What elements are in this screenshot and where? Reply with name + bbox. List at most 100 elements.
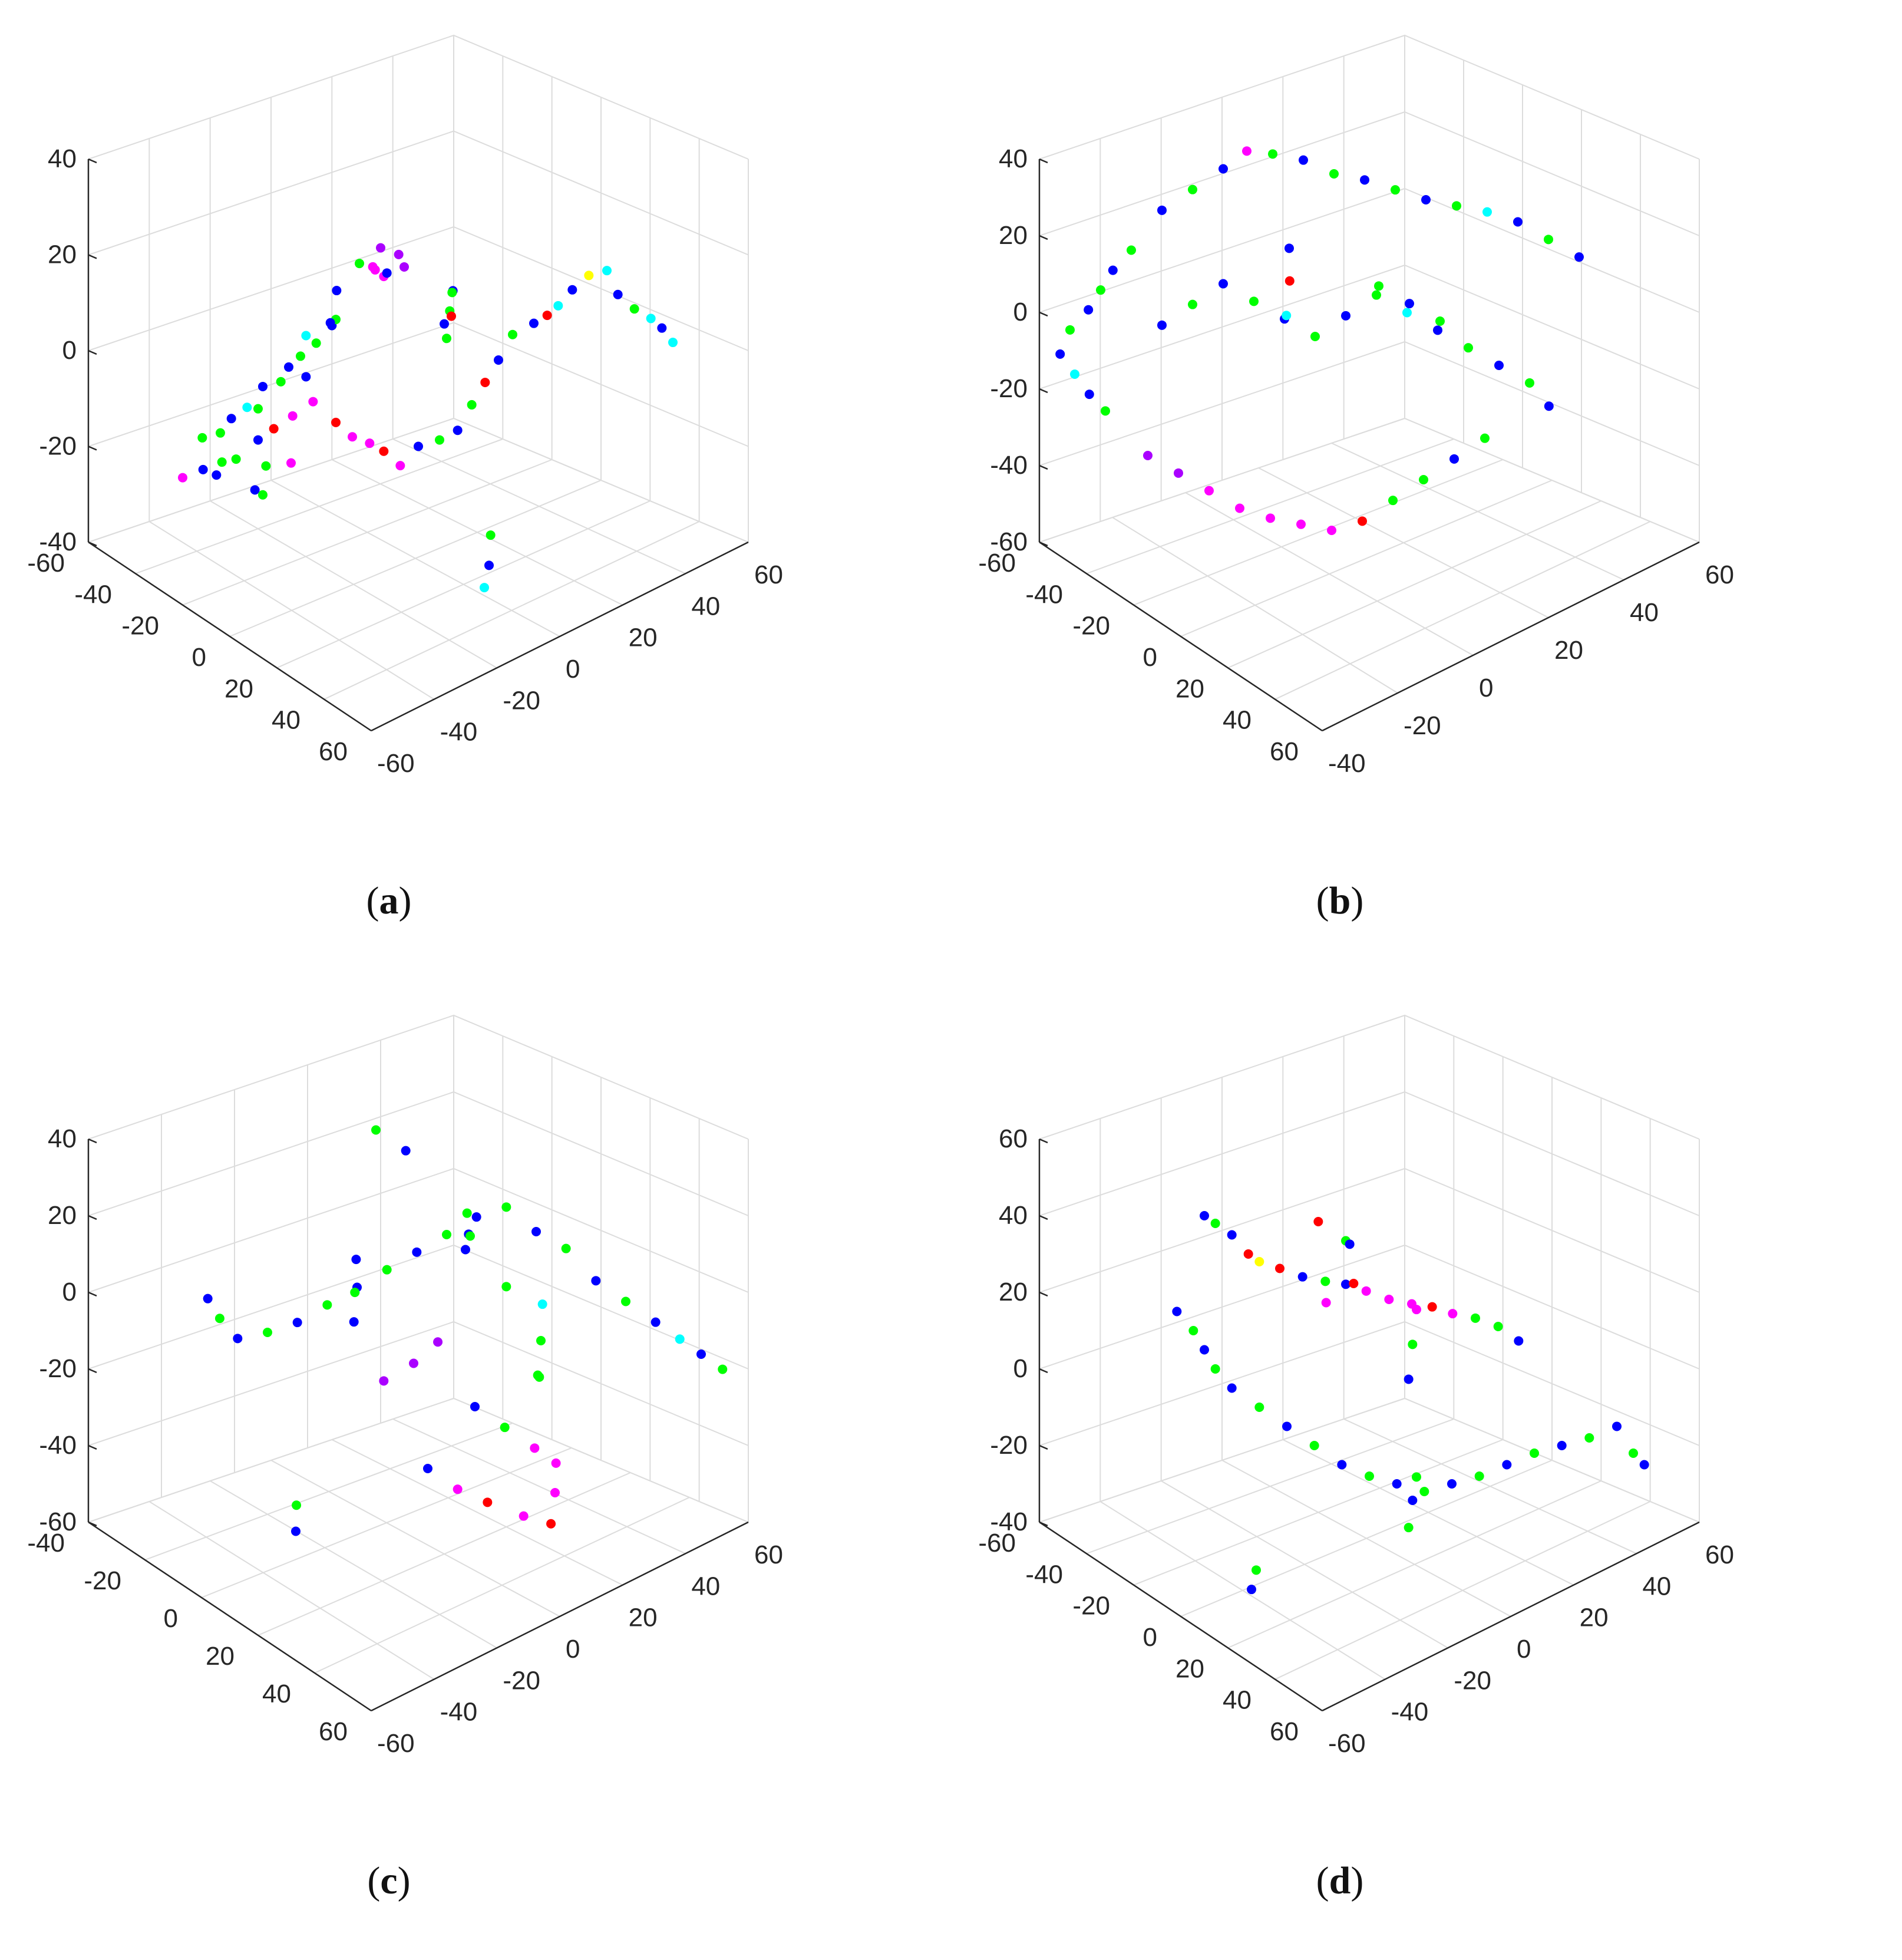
scatter-points bbox=[1055, 146, 1584, 535]
y-tick-label: 0 bbox=[192, 643, 206, 672]
y-tick-label: 60 bbox=[1270, 1717, 1299, 1746]
scatter-point bbox=[226, 414, 236, 424]
scatter-point bbox=[332, 286, 342, 296]
scatter-point bbox=[1227, 1230, 1237, 1240]
axis-lines bbox=[87, 158, 749, 732]
scatter-point bbox=[1284, 276, 1295, 286]
x-tick-label: 0 bbox=[1517, 1635, 1531, 1664]
scatter-point bbox=[553, 301, 563, 311]
scatter-point bbox=[178, 473, 187, 483]
scatter-point bbox=[1584, 1433, 1594, 1443]
scatter-point bbox=[613, 289, 623, 299]
z-tick-label: 0 bbox=[1013, 1354, 1028, 1383]
scatter-point bbox=[401, 1146, 411, 1156]
scatter-point bbox=[1447, 1479, 1457, 1489]
scatter-point bbox=[1392, 1479, 1402, 1489]
scatter-point bbox=[1544, 401, 1554, 411]
scatter-point bbox=[1494, 361, 1504, 370]
axis-lines bbox=[1038, 158, 1700, 732]
x-tick-label: -40 bbox=[1328, 749, 1366, 778]
y-tick-label: 20 bbox=[1175, 674, 1204, 703]
grid-lines bbox=[88, 1014, 749, 1711]
x-tick-label: 0 bbox=[1479, 674, 1493, 702]
scatter-point bbox=[1284, 243, 1294, 253]
scatter-point bbox=[551, 1458, 561, 1468]
scatter-point bbox=[203, 1294, 213, 1304]
scatter-point bbox=[1188, 1326, 1198, 1335]
x-tick-label: -60 bbox=[1328, 1729, 1366, 1758]
scatter-point bbox=[1157, 320, 1167, 330]
scatter-point bbox=[537, 1299, 547, 1309]
scatter-point bbox=[567, 285, 577, 295]
scatter-point bbox=[276, 377, 286, 387]
x-tick-label: 20 bbox=[629, 623, 658, 652]
scatter-point bbox=[1408, 1496, 1418, 1505]
scatter-point bbox=[1372, 290, 1381, 300]
x-tick-label: 20 bbox=[1580, 1603, 1609, 1632]
scatter-point bbox=[447, 311, 456, 321]
x-tick-label: -20 bbox=[1404, 711, 1441, 740]
scatter-point bbox=[253, 435, 263, 445]
scatter-point bbox=[1210, 1364, 1220, 1374]
scatter-point bbox=[1464, 343, 1473, 353]
scatter-point bbox=[1219, 279, 1228, 289]
scatter-point bbox=[1419, 1487, 1429, 1496]
scatter-point bbox=[442, 1230, 451, 1239]
scatter-point bbox=[1639, 1460, 1649, 1470]
x-tick-label: 60 bbox=[754, 560, 783, 589]
x-tick-label: -40 bbox=[440, 1698, 478, 1727]
x-tick-label: 60 bbox=[1705, 560, 1734, 589]
scatter-point bbox=[696, 1349, 706, 1359]
scatter-point bbox=[1402, 308, 1412, 318]
y-tick-label: -20 bbox=[84, 1566, 121, 1595]
scatter-point bbox=[519, 1511, 529, 1521]
scatter-point bbox=[1096, 285, 1105, 295]
z-tick-label: 0 bbox=[62, 336, 77, 365]
scatter-point bbox=[1143, 451, 1153, 460]
scatter-point bbox=[1084, 305, 1094, 315]
scatter-point bbox=[258, 490, 268, 500]
scatter-point bbox=[231, 454, 241, 464]
scatter-point bbox=[382, 1265, 392, 1275]
x-tick-label: 20 bbox=[1554, 636, 1583, 665]
y-tick-label: 60 bbox=[319, 737, 348, 766]
scatter-point bbox=[1412, 1472, 1421, 1482]
scatter-point bbox=[1101, 406, 1110, 416]
scatter-point bbox=[1235, 503, 1244, 513]
y-tick-label: 0 bbox=[1143, 643, 1157, 672]
scatter-point bbox=[1513, 217, 1523, 227]
x-tick-label: 40 bbox=[691, 1572, 720, 1601]
x-tick-label: 0 bbox=[566, 1635, 580, 1664]
scatter-point bbox=[1391, 185, 1400, 195]
scatter-point bbox=[1493, 1322, 1503, 1331]
scatter-points bbox=[203, 1125, 728, 1536]
y-tick-label: -40 bbox=[74, 580, 112, 609]
z-tick-label: 20 bbox=[48, 1201, 77, 1230]
y-tick-label: -60 bbox=[27, 549, 65, 578]
scatter-point bbox=[1275, 1263, 1284, 1273]
scatter-point bbox=[1408, 1339, 1418, 1349]
scatter-point bbox=[501, 1202, 511, 1212]
z-tick-label: -40 bbox=[990, 451, 1028, 480]
scatter-point bbox=[501, 1282, 511, 1292]
scatter-point bbox=[480, 583, 489, 593]
scatter-point bbox=[1435, 316, 1445, 326]
scatter-point bbox=[1249, 296, 1259, 306]
scatter-point bbox=[1433, 325, 1442, 335]
z-tick-label: 20 bbox=[999, 1278, 1028, 1306]
scatter-point bbox=[382, 268, 392, 278]
scatter-point bbox=[508, 329, 517, 339]
scatter-point bbox=[486, 530, 496, 540]
scatter-point bbox=[217, 457, 227, 467]
scatter-point bbox=[253, 404, 263, 414]
scatter-point bbox=[1349, 1279, 1359, 1288]
scatter-point bbox=[453, 1484, 463, 1494]
x-tick-label: 40 bbox=[1642, 1572, 1671, 1601]
subplot-a: -40 -20 0 20 40 -60 -40 -20 0 20 40 60 -60 -40 -20 0 20 4… bbox=[0, 0, 951, 980]
scatter-point bbox=[1055, 349, 1065, 359]
z-tick-label: -20 bbox=[990, 374, 1028, 403]
scatter-point bbox=[379, 446, 389, 456]
